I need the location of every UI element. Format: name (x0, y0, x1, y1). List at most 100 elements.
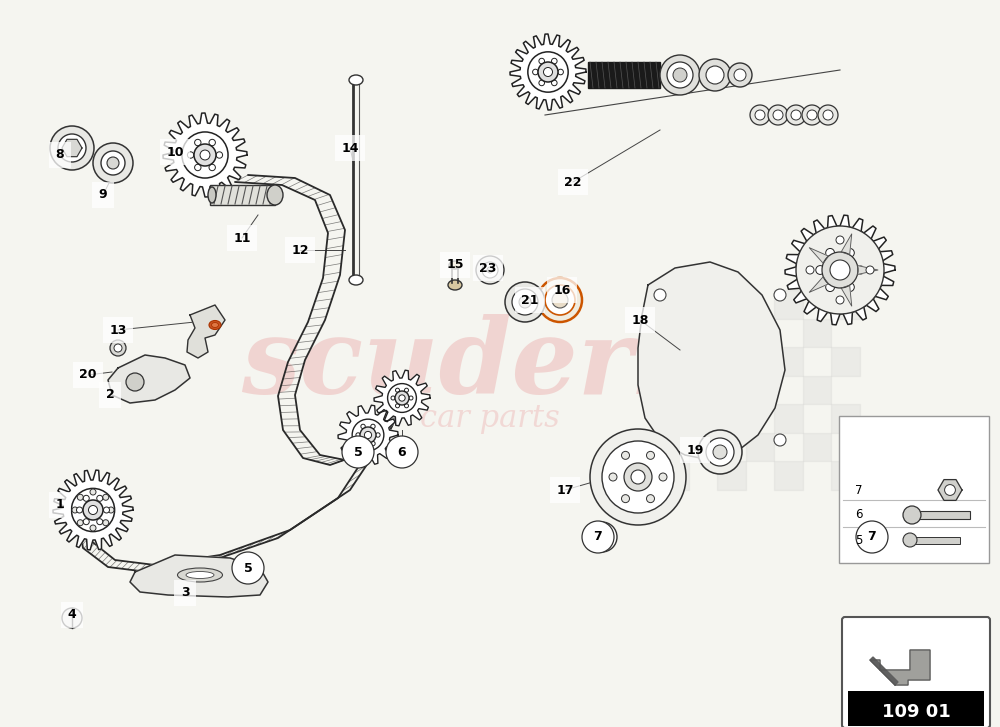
Circle shape (50, 126, 94, 170)
Circle shape (71, 489, 115, 531)
Text: 23: 23 (479, 262, 497, 275)
Circle shape (342, 436, 374, 468)
Text: 8: 8 (56, 148, 64, 161)
Circle shape (528, 52, 568, 92)
Circle shape (768, 105, 788, 125)
Circle shape (654, 289, 666, 301)
Circle shape (395, 391, 409, 405)
Ellipse shape (448, 280, 462, 290)
Text: 2: 2 (106, 388, 114, 401)
Polygon shape (510, 34, 586, 110)
Circle shape (533, 69, 538, 75)
Circle shape (114, 344, 122, 352)
Text: 14: 14 (341, 142, 359, 155)
Circle shape (364, 431, 372, 438)
FancyBboxPatch shape (839, 416, 989, 563)
Circle shape (826, 283, 834, 292)
Circle shape (706, 438, 734, 466)
Circle shape (404, 403, 409, 408)
Circle shape (774, 289, 786, 301)
Bar (746, 318, 774, 348)
Text: 15: 15 (446, 259, 464, 271)
Circle shape (646, 494, 654, 502)
Circle shape (622, 494, 630, 502)
Circle shape (609, 473, 617, 481)
Polygon shape (938, 480, 962, 500)
Circle shape (773, 110, 783, 120)
Circle shape (699, 59, 731, 91)
Circle shape (659, 473, 667, 481)
Text: 7: 7 (594, 531, 602, 544)
Circle shape (209, 140, 215, 145)
Circle shape (774, 434, 786, 446)
Circle shape (545, 285, 575, 315)
Bar (803, 318, 831, 348)
Bar (848, 691, 984, 726)
FancyBboxPatch shape (842, 617, 990, 727)
Circle shape (833, 262, 847, 277)
Text: car parts: car parts (420, 403, 560, 433)
Bar (831, 290, 860, 318)
Circle shape (660, 55, 700, 95)
Bar (717, 462, 746, 490)
Circle shape (482, 262, 498, 278)
Circle shape (631, 470, 645, 484)
Circle shape (822, 252, 858, 288)
Polygon shape (809, 277, 829, 292)
Bar (774, 462, 803, 490)
Text: 22: 22 (564, 175, 582, 188)
Bar (717, 404, 746, 433)
Circle shape (97, 495, 103, 502)
Polygon shape (108, 355, 190, 403)
Circle shape (802, 105, 822, 125)
Circle shape (88, 505, 98, 515)
Text: 9: 9 (99, 188, 107, 201)
Circle shape (76, 507, 82, 513)
Bar (689, 433, 717, 462)
Circle shape (361, 425, 365, 429)
Bar (831, 404, 860, 433)
Circle shape (476, 256, 504, 284)
Polygon shape (870, 657, 898, 685)
Circle shape (195, 164, 201, 171)
Text: 5: 5 (855, 534, 862, 547)
Circle shape (104, 507, 110, 513)
Circle shape (824, 254, 856, 286)
Circle shape (90, 525, 96, 531)
Circle shape (856, 521, 888, 553)
Ellipse shape (349, 75, 363, 85)
Circle shape (552, 58, 557, 64)
Circle shape (791, 110, 801, 120)
Circle shape (866, 266, 874, 274)
Polygon shape (857, 265, 878, 275)
Circle shape (836, 296, 844, 304)
Circle shape (200, 150, 210, 160)
Ellipse shape (178, 568, 222, 582)
Bar (746, 433, 774, 462)
Circle shape (108, 507, 114, 513)
Text: 21: 21 (521, 294, 539, 307)
Text: 3: 3 (181, 587, 189, 600)
Circle shape (83, 500, 103, 520)
Circle shape (371, 425, 375, 429)
Text: 16: 16 (553, 284, 571, 297)
Circle shape (673, 68, 687, 82)
Circle shape (352, 419, 384, 451)
Bar (660, 404, 689, 433)
Circle shape (786, 105, 806, 125)
Polygon shape (338, 405, 398, 465)
Text: 6: 6 (398, 446, 406, 459)
Circle shape (654, 439, 666, 451)
Circle shape (391, 396, 395, 400)
Circle shape (97, 518, 103, 525)
Circle shape (107, 157, 119, 169)
Circle shape (818, 105, 838, 125)
Circle shape (195, 140, 201, 145)
Circle shape (539, 80, 544, 86)
Text: 109 01: 109 01 (882, 703, 950, 721)
Circle shape (512, 289, 538, 315)
Circle shape (356, 433, 360, 437)
Ellipse shape (212, 323, 218, 327)
Circle shape (903, 533, 917, 547)
Circle shape (552, 80, 557, 86)
